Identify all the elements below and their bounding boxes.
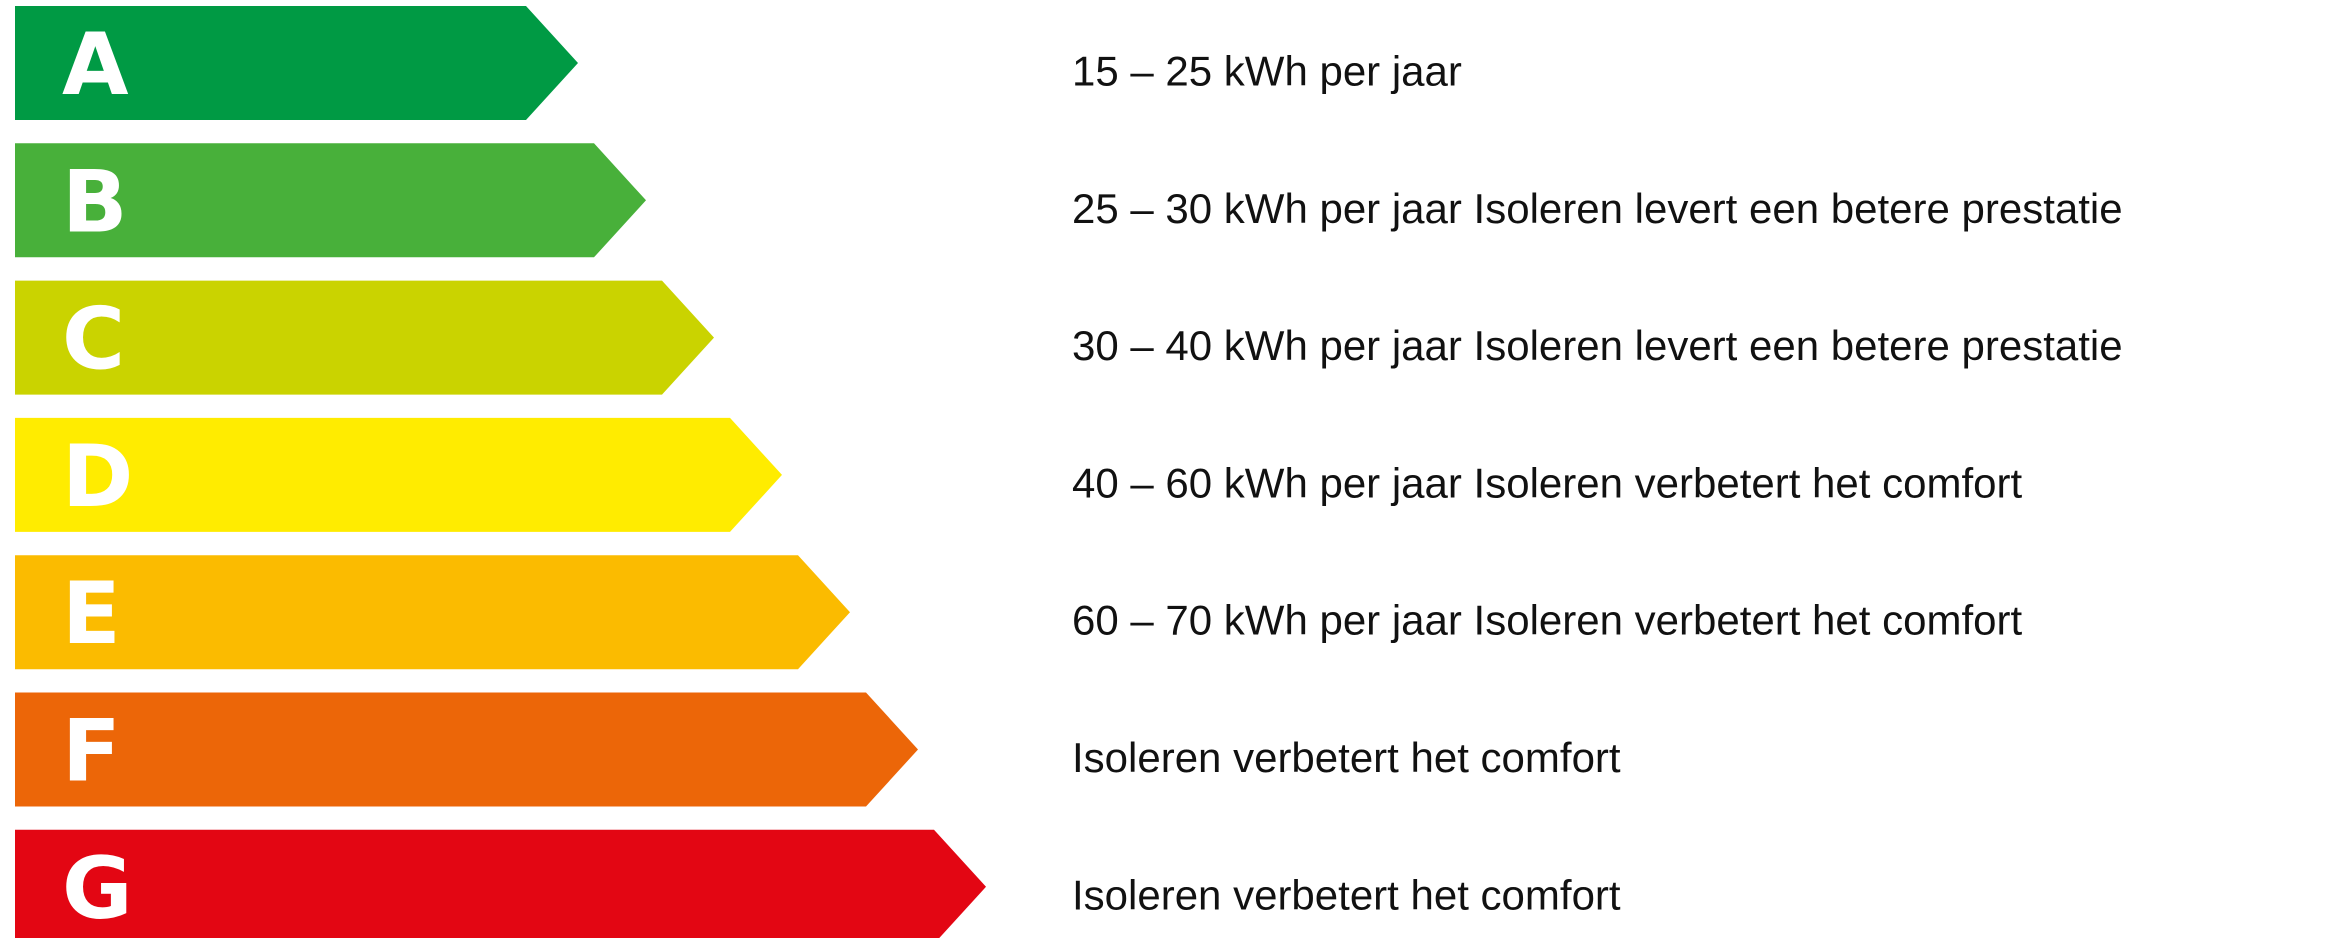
- class-arrow: [15, 692, 918, 807]
- class-description: 40 – 60 kWh per jaar Isoleren verbetert …: [1072, 459, 2022, 506]
- class-letter: D: [62, 427, 133, 527]
- class-description: 25 – 30 kWh per jaar Isoleren levert een…: [1072, 185, 2123, 232]
- class-arrow: [15, 417, 782, 532]
- class-description: 30 – 40 kWh per jaar Isoleren levert een…: [1072, 322, 2123, 369]
- class-description: 60 – 70 kWh per jaar Isoleren verbetert …: [1072, 597, 2022, 644]
- class-arrow: [15, 280, 714, 395]
- class-arrow: [15, 143, 646, 258]
- class-arrow: [15, 6, 578, 120]
- class-letter: E: [62, 564, 121, 664]
- class-description: Isoleren verbetert het comfort: [1072, 734, 1621, 781]
- class-letter: B: [62, 152, 128, 252]
- class-letter: C: [62, 290, 125, 390]
- class-description: Isoleren verbetert het comfort: [1072, 871, 1621, 918]
- class-arrow: [15, 829, 986, 938]
- class-letter: F: [62, 702, 121, 802]
- class-arrow: [15, 555, 850, 670]
- class-description: 15 – 25 kWh per jaar: [1072, 48, 1462, 95]
- class-letter: A: [62, 15, 129, 115]
- class-letter: G: [62, 839, 133, 938]
